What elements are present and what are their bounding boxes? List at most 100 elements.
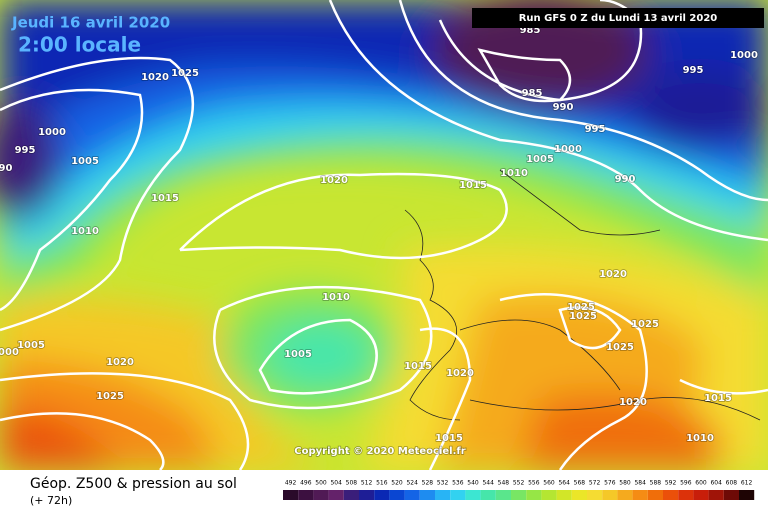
scale-swatch (587, 490, 603, 500)
isobar-label: 1025 (171, 68, 199, 79)
scale-label: 536 (452, 480, 464, 487)
scale-label: 540 (467, 480, 479, 487)
isobar-label: 1020 (446, 368, 474, 379)
isobar-label: 990 (0, 163, 12, 174)
isobar-label: 985 (522, 88, 543, 99)
scale-label: 564 (558, 480, 570, 487)
scale-label: 568 (574, 480, 586, 487)
isobar-label: 1020 (599, 269, 627, 280)
isobar-label: 1020 (106, 357, 134, 368)
isobar-label: 995 (585, 124, 606, 135)
scale-label: 528 (422, 480, 434, 487)
isobar-label: 995 (15, 145, 36, 156)
isobar-label: 1025 (631, 319, 659, 330)
scale-label: 600 (695, 480, 707, 487)
scale-swatch (404, 490, 420, 500)
scale-swatch (419, 490, 435, 500)
scale-swatch (465, 490, 481, 500)
isobar-label: 1005 (17, 340, 45, 351)
scale-label: 576 (604, 480, 616, 487)
isobar-label: 1000 (0, 347, 19, 358)
scale-swatch (541, 490, 557, 500)
scale-swatch (708, 490, 724, 500)
scale-swatch (663, 490, 679, 500)
isobar-label: 1020 (141, 72, 169, 83)
isobar-label: 1010 (500, 168, 528, 179)
scale-label: 512 (361, 480, 373, 487)
footer-title: Géop. Z500 & pression au sol (30, 476, 237, 492)
scale-label: 596 (680, 480, 692, 487)
scale-label: 532 (437, 480, 449, 487)
local-time: 2:00 locale (18, 33, 141, 57)
scale-swatch (526, 490, 542, 500)
scale-swatch (374, 490, 390, 500)
scale-label: 556 (528, 480, 540, 487)
scale-label: 496 (300, 480, 312, 487)
scale-swatch (647, 490, 663, 500)
color-scale: 492 496 500 504 508 512 516 520 524 528 532 536 540 5… (283, 480, 755, 500)
scale-swatch (571, 490, 587, 500)
scale-label: 520 (391, 480, 403, 487)
isobar-label: 995 (683, 65, 704, 76)
isobar-label: 990 (553, 102, 574, 113)
scale-label: 588 (650, 480, 662, 487)
scale-swatch (632, 490, 648, 500)
isobar-label: 1010 (71, 226, 99, 237)
scale-label: 572 (589, 480, 601, 487)
scale-label: 560 (543, 480, 555, 487)
isobar-label: 1020 (320, 175, 348, 186)
scale-swatch (678, 490, 694, 500)
scale-swatch (298, 490, 314, 500)
scale-label: 580 (619, 480, 631, 487)
scale-swatch (435, 490, 451, 500)
scale-label: 516 (376, 480, 388, 487)
scale-swatch (343, 490, 359, 500)
scale-swatch (739, 490, 755, 500)
scale-label: 592 (665, 480, 677, 487)
scale-label: 504 (330, 480, 342, 487)
isobar-label: 1020 (619, 397, 647, 408)
scale-label: 608 (726, 480, 738, 487)
isobar-label: 1005 (71, 156, 99, 167)
isobar-label: 1015 (404, 361, 432, 372)
scale-label: 500 (315, 480, 327, 487)
scale-swatch (723, 490, 739, 500)
isobar-label: 1015 (704, 393, 732, 404)
scale-swatch (283, 490, 299, 500)
isobar-label: 1025 (567, 302, 595, 313)
scale-label: 508 (346, 480, 358, 487)
scale-swatch (313, 490, 329, 500)
isobar-label: 1000 (730, 50, 758, 61)
scale-swatch (556, 490, 572, 500)
isobar-label: 1015 (435, 433, 463, 444)
scale-swatch (389, 490, 405, 500)
isobar-label: 1015 (459, 180, 487, 191)
isobar-label: 1000 (554, 144, 582, 155)
isobar-label: 1000 (38, 127, 66, 138)
coastlines (404, 169, 761, 421)
scale-swatch (495, 490, 511, 500)
isobar-label: 1025 (569, 311, 597, 322)
scale-label: 584 (634, 480, 646, 487)
scale-label: 604 (710, 480, 722, 487)
map-field: 9851020102599510009859909951000995990100… (0, 0, 768, 470)
scale-swatch (602, 490, 618, 500)
scale-label: 544 (482, 480, 494, 487)
isobar-label: 1005 (284, 349, 312, 360)
scale-swatch (617, 490, 633, 500)
run-info: Run GFS 0 Z du Lundi 13 avril 2020 (519, 13, 718, 24)
scale-swatch (450, 490, 466, 500)
footer-lead: (+ 72h) (30, 494, 72, 507)
scale-swatch (480, 490, 496, 500)
date: Jeudi 16 avril 2020 (11, 14, 170, 32)
isobar-label: 1025 (606, 342, 634, 353)
run-box (472, 8, 764, 28)
scale-swatch (511, 490, 527, 500)
scale-swatch (693, 490, 709, 500)
scale-label: 612 (741, 480, 753, 487)
scale-swatch (328, 490, 344, 500)
isobar-label: 1025 (96, 391, 124, 402)
isobar-label: 1005 (526, 154, 554, 165)
